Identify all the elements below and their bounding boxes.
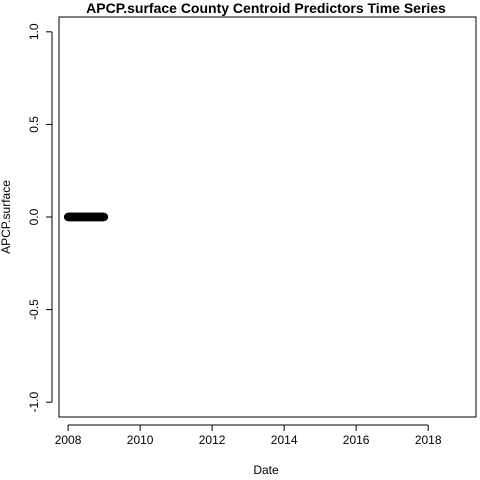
x-tick-label: 2018 (415, 433, 442, 447)
y-tick-label: 0.0 (27, 208, 41, 225)
plot-frame (58, 16, 477, 418)
y-axis-label: APCP.surface (0, 180, 13, 254)
x-tick-label: 2010 (127, 433, 154, 447)
x-axis: 2008 2010 2012 2014 2016 2018 (55, 424, 442, 447)
y-tick-label: 1.0 (27, 23, 41, 40)
y-tick-label: -1.0 (27, 392, 41, 413)
x-tick-label: 2014 (271, 433, 298, 447)
y-tick-label: 0.5 (27, 116, 41, 133)
x-tick-label: 2008 (55, 433, 82, 447)
y-axis: -1.0 -0.5 0.0 0.5 1.0 (27, 23, 53, 413)
data-point (99, 212, 109, 222)
data-points (63, 212, 109, 222)
x-axis-label: Date (253, 463, 279, 477)
x-tick-label: 2016 (343, 433, 370, 447)
x-tick-label: 2012 (199, 433, 226, 447)
chart-title: APCP.surface County Centroid Predictors … (86, 0, 446, 16)
y-tick-label: -0.5 (27, 299, 41, 320)
